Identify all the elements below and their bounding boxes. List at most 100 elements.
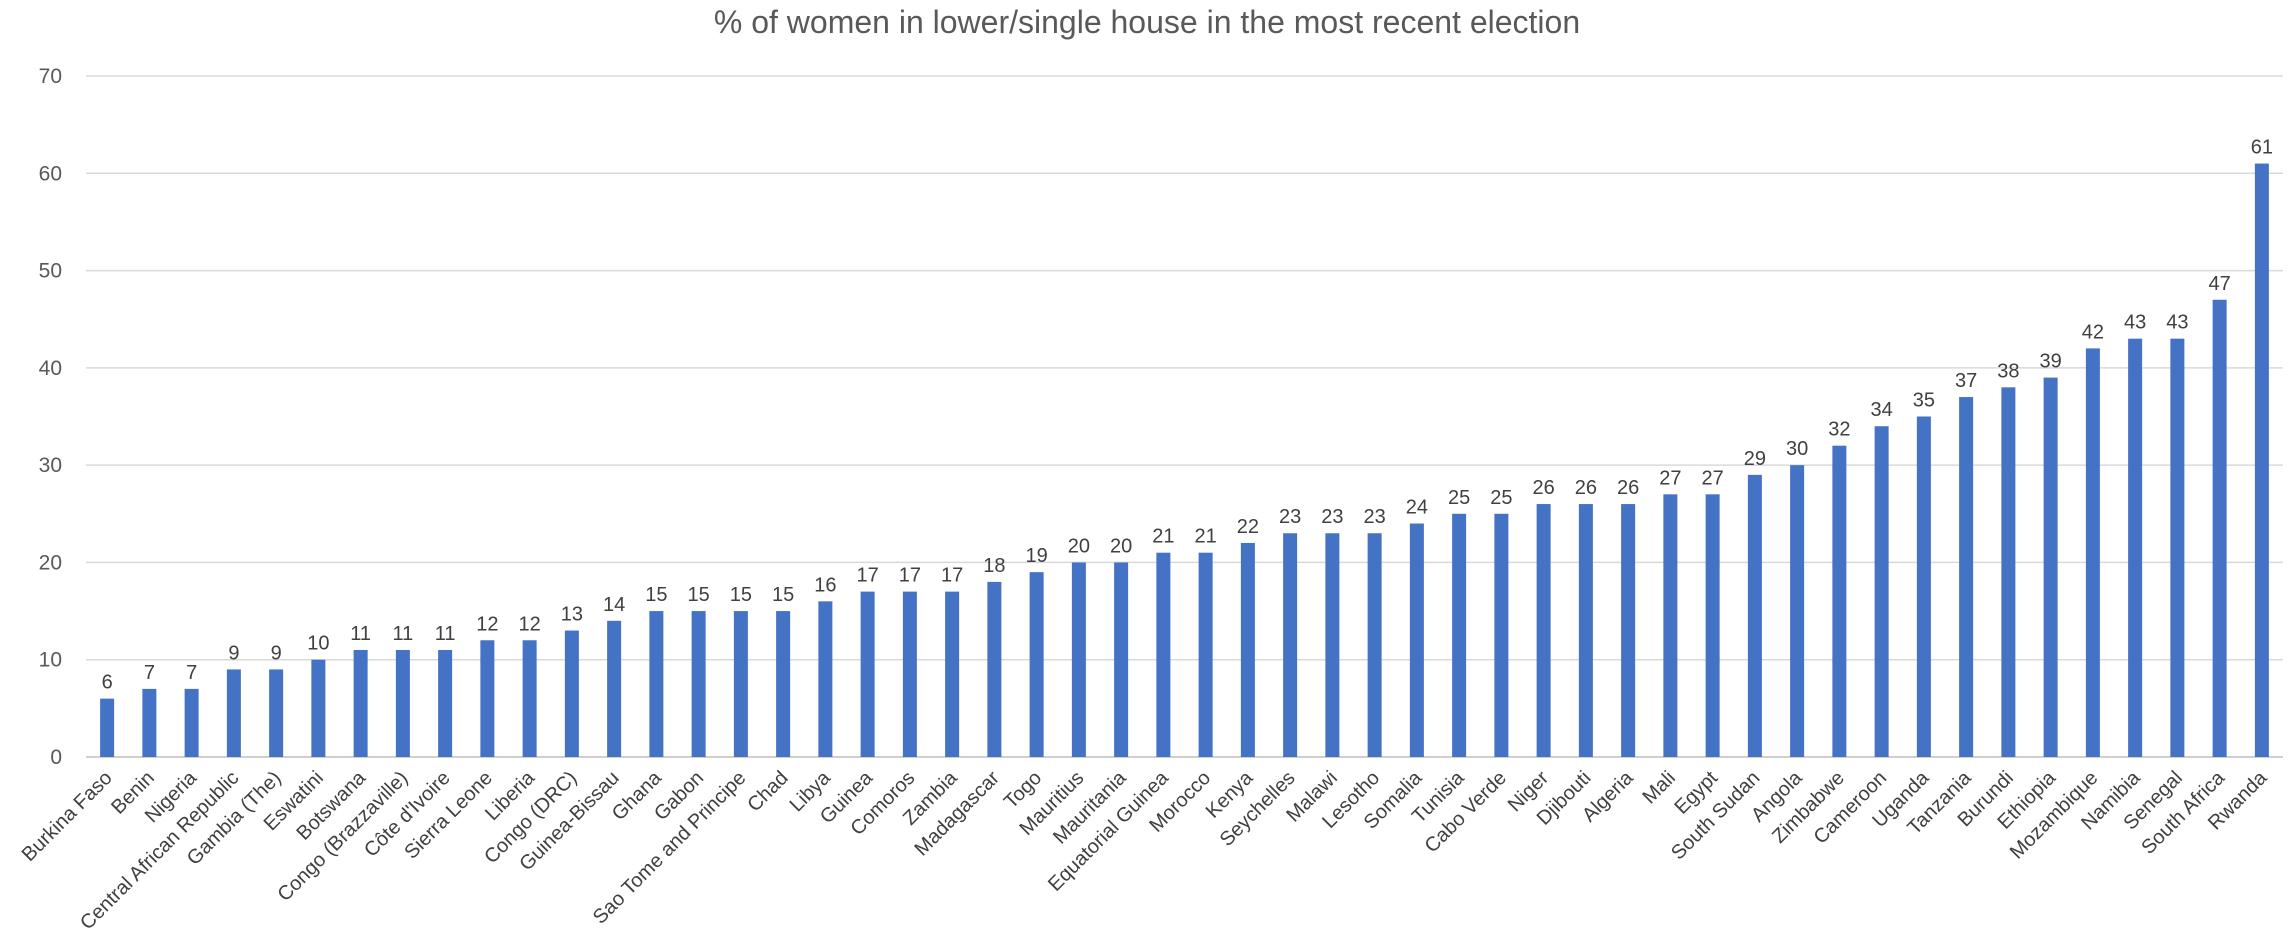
bar xyxy=(2212,299,2227,757)
y-tick-label: 0 xyxy=(50,746,62,769)
bar xyxy=(438,649,453,757)
data-label: 21 xyxy=(1152,526,1174,548)
y-tick-label: 40 xyxy=(39,357,62,380)
y-tick-label: 50 xyxy=(39,260,62,283)
bar xyxy=(2128,338,2143,757)
bar xyxy=(1029,572,1044,757)
data-label: 17 xyxy=(941,565,963,587)
data-label: 16 xyxy=(814,574,836,596)
bar xyxy=(2170,338,2185,757)
data-label: 15 xyxy=(730,584,752,606)
data-label: 15 xyxy=(772,584,794,606)
data-label: 25 xyxy=(1490,487,1512,509)
bar xyxy=(1916,416,1931,757)
data-label: 14 xyxy=(603,594,625,616)
data-label: 22 xyxy=(1237,516,1259,538)
bar xyxy=(1156,552,1171,757)
data-label: 10 xyxy=(307,633,329,655)
data-label: 29 xyxy=(1744,448,1766,470)
data-label: 18 xyxy=(983,555,1005,577)
data-label: 11 xyxy=(350,623,371,645)
bar xyxy=(1409,523,1424,757)
data-label: 23 xyxy=(1279,506,1301,528)
bar xyxy=(1621,504,1636,757)
x-category-label: Chad xyxy=(743,767,792,816)
bar xyxy=(1578,504,1593,757)
bar xyxy=(184,688,199,757)
data-label: 37 xyxy=(1955,370,1977,392)
data-label: 42 xyxy=(2082,321,2104,343)
data-label: 9 xyxy=(228,642,239,664)
gridlines xyxy=(86,75,2283,758)
bar xyxy=(1874,426,1889,757)
data-label: 20 xyxy=(1110,535,1132,557)
bar xyxy=(691,611,706,757)
bar xyxy=(733,611,748,757)
bar xyxy=(1452,513,1467,757)
data-label: 34 xyxy=(1871,399,1893,421)
bar xyxy=(564,630,579,757)
y-axis-tick-labels: 0 10 20 30 40 50 60 70 xyxy=(39,65,62,769)
data-labels: 6 7 7 9 9 10 11 11 11 12 12 13 14 15 15 15 15 16 17 17 17 18 1… xyxy=(102,137,2273,694)
bar xyxy=(1959,397,1974,757)
bar xyxy=(1283,533,1298,757)
bar xyxy=(1663,494,1678,757)
data-label: 23 xyxy=(1321,506,1343,528)
data-label: 12 xyxy=(519,613,541,635)
bar xyxy=(1367,533,1382,757)
data-label: 9 xyxy=(271,642,282,664)
bar xyxy=(945,591,960,757)
bar xyxy=(818,601,833,757)
data-label: 11 xyxy=(392,623,413,645)
bar xyxy=(480,640,495,757)
x-category-label: Burkina Faso xyxy=(18,767,117,866)
bar xyxy=(1705,494,1720,757)
data-label: 6 xyxy=(102,672,113,694)
bar xyxy=(2043,377,2058,757)
data-label: 19 xyxy=(1026,545,1048,567)
bar xyxy=(902,591,917,757)
data-label: 25 xyxy=(1448,487,1470,509)
data-label: 17 xyxy=(857,565,879,587)
bar xyxy=(1071,562,1086,757)
bar xyxy=(1536,504,1551,757)
bar xyxy=(607,620,622,757)
bar xyxy=(1832,445,1847,757)
data-label: 15 xyxy=(645,584,667,606)
bar xyxy=(987,581,1002,757)
data-label: 13 xyxy=(561,604,583,626)
data-label: 43 xyxy=(2124,312,2146,334)
y-tick-label: 70 xyxy=(39,65,62,88)
bar xyxy=(1747,474,1762,757)
data-label: 21 xyxy=(1195,526,1217,548)
bar xyxy=(1198,552,1213,757)
bar xyxy=(1325,533,1340,757)
data-label: 38 xyxy=(1997,360,2019,382)
bar xyxy=(776,611,791,757)
y-tick-label: 60 xyxy=(39,162,62,185)
data-label: 39 xyxy=(2040,351,2062,373)
data-label: 47 xyxy=(2209,273,2231,295)
bar xyxy=(311,659,326,757)
bar xyxy=(2001,387,2016,757)
data-label: 26 xyxy=(1617,477,1639,499)
bar xyxy=(100,698,115,757)
bar xyxy=(522,640,537,757)
data-label: 26 xyxy=(1533,477,1555,499)
data-label: 15 xyxy=(688,584,710,606)
bar xyxy=(1114,562,1129,757)
bar xyxy=(142,688,157,757)
data-label: 30 xyxy=(1786,438,1808,460)
data-label: 20 xyxy=(1068,535,1090,557)
data-label: 11 xyxy=(435,623,456,645)
data-label: 27 xyxy=(1659,467,1681,489)
bar xyxy=(1494,513,1509,757)
bar xyxy=(395,649,410,757)
bar xyxy=(226,669,241,757)
bar xyxy=(269,669,284,757)
data-label: 43 xyxy=(2166,312,2188,334)
bar xyxy=(2085,348,2100,757)
data-label: 17 xyxy=(899,565,921,587)
